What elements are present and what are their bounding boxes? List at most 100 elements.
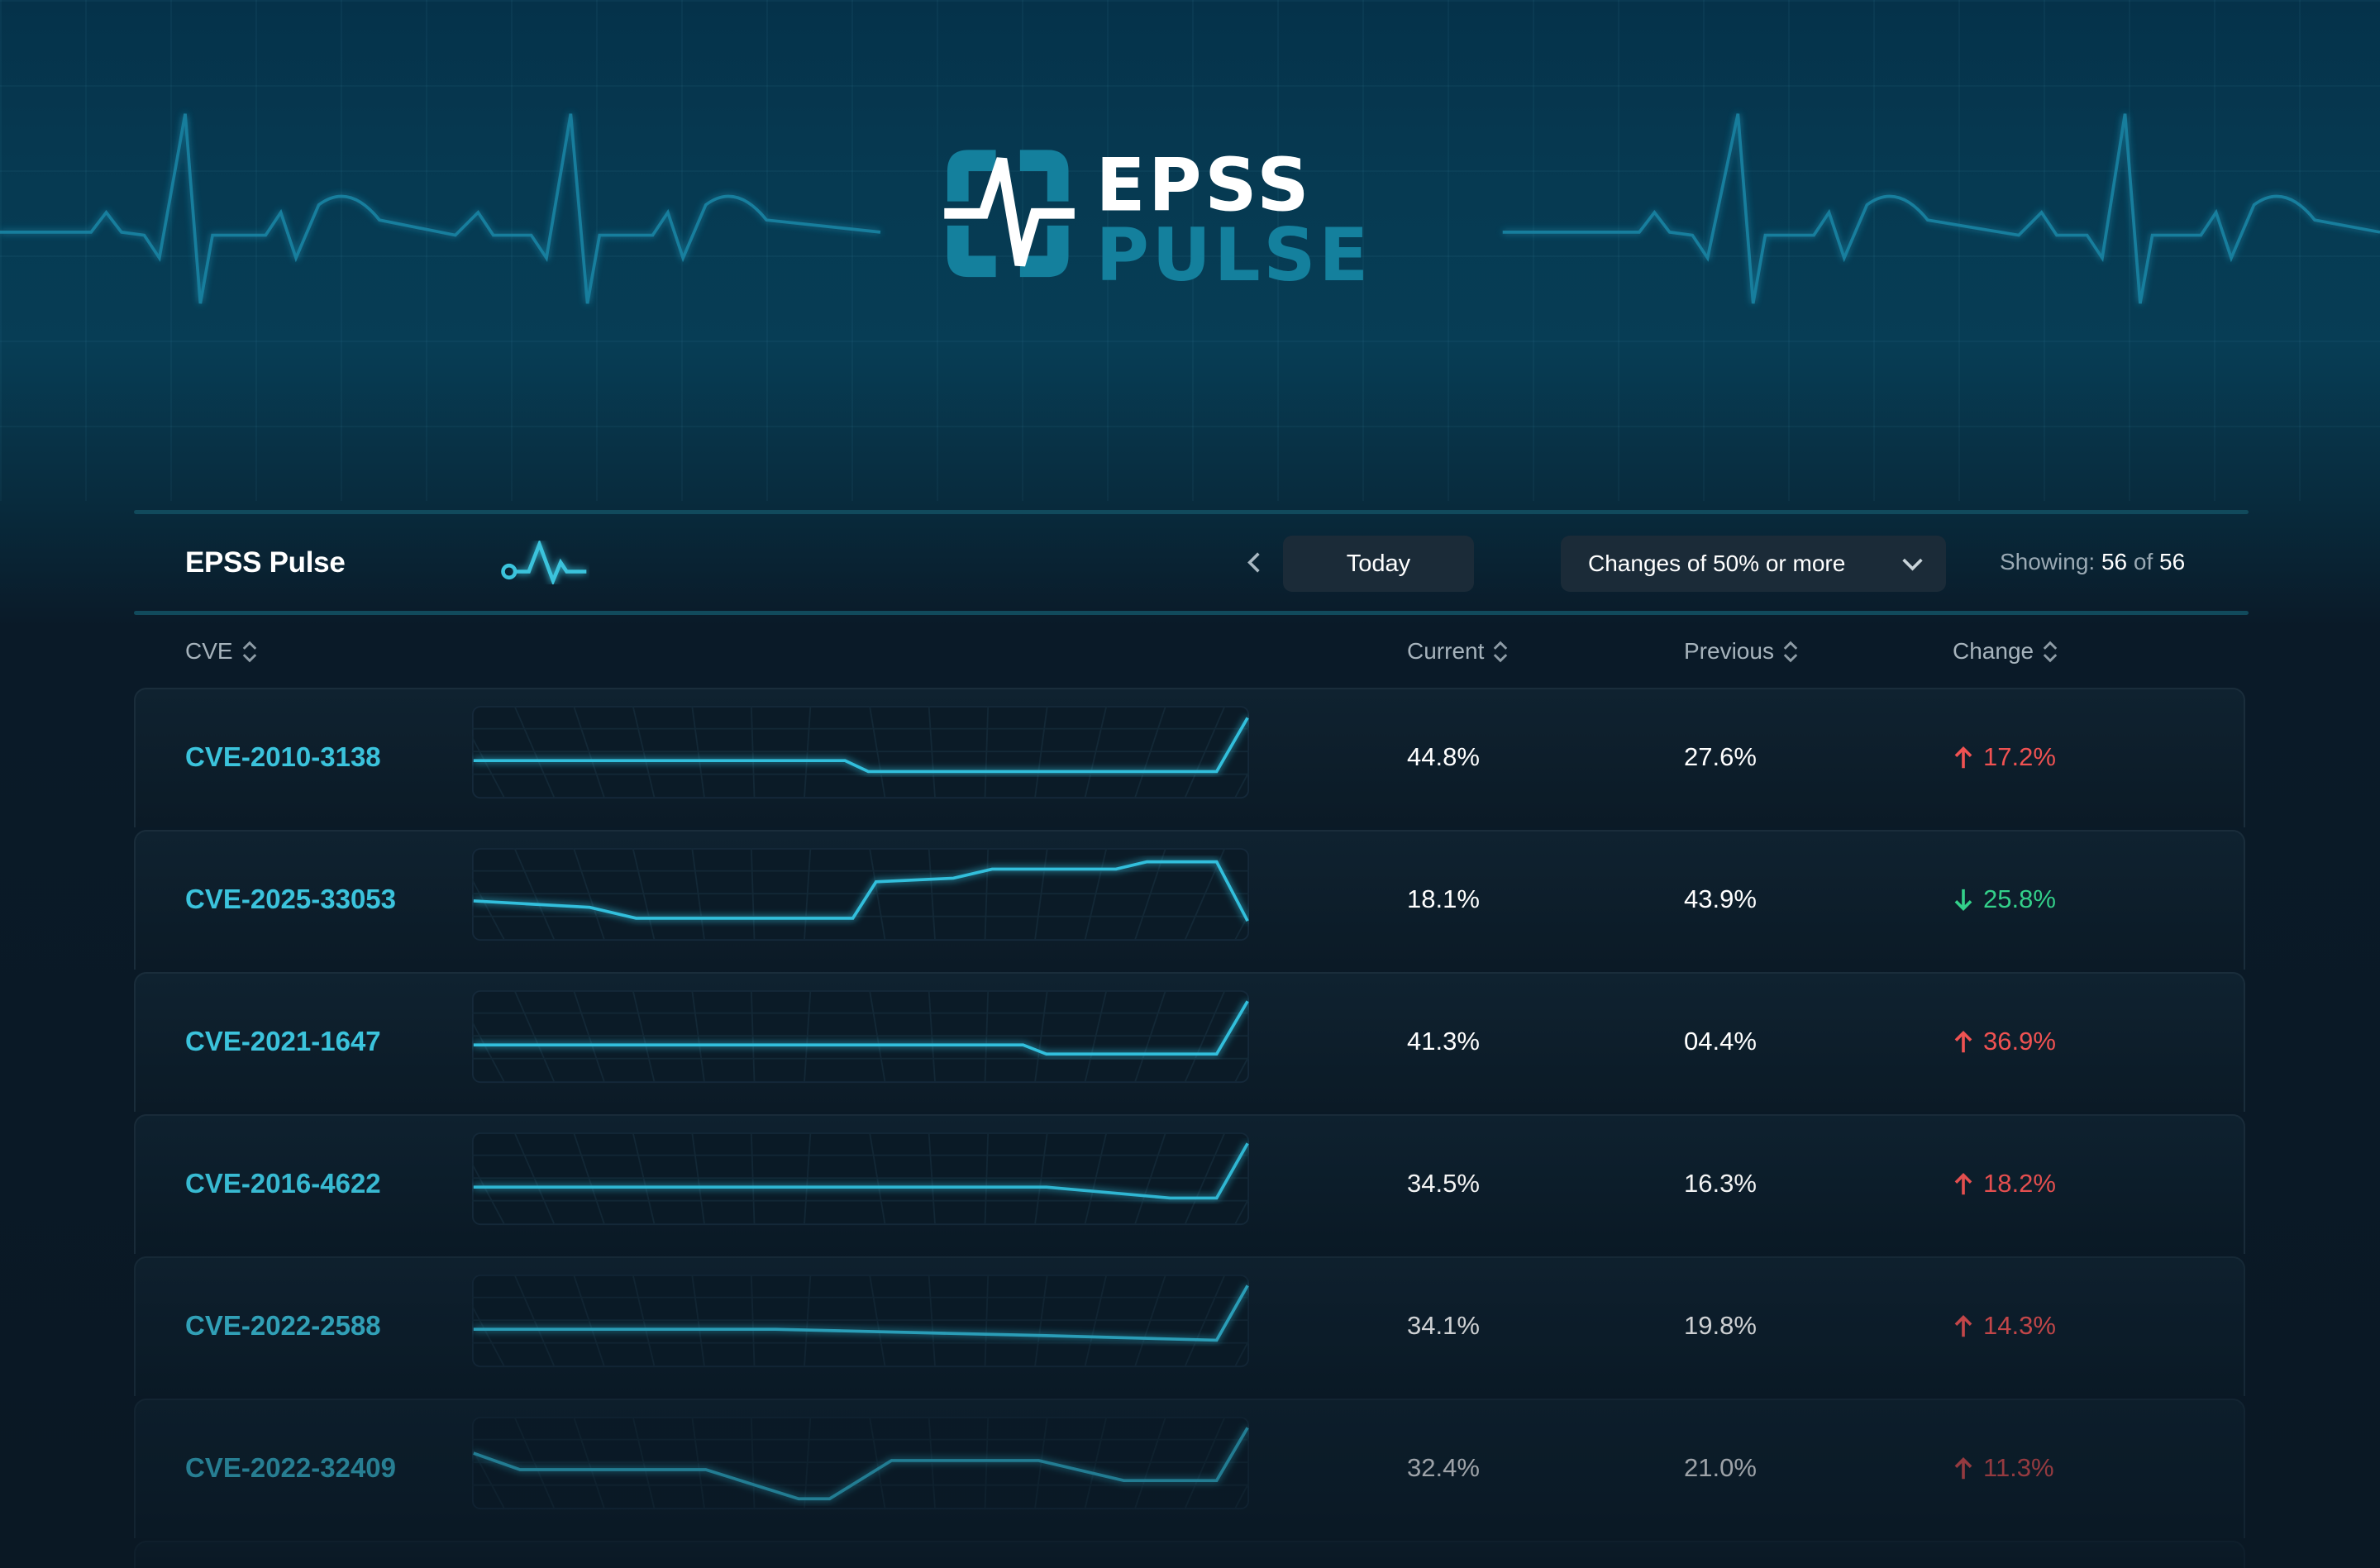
sparkline-gridline: [869, 1132, 886, 1224]
sparkline-gridline: [1084, 706, 1108, 798]
showing-total: 56: [2159, 549, 2186, 574]
sparkline-gridline: [513, 848, 555, 940]
epss-history-sparkline: [472, 990, 1249, 1084]
sparkline-gridline: [804, 1132, 812, 1224]
header-background-grid: [0, 0, 2380, 501]
sparkline-gridline: [1234, 1196, 1249, 1224]
sparkline-gridline: [1134, 1132, 1166, 1224]
toolbar: EPSS Pulse Today Changes of 50% or more …: [134, 514, 2249, 611]
column-label: Change: [1953, 638, 2034, 664]
sparkline-gridline: [804, 990, 812, 1082]
sparkline-gridline: [928, 1417, 936, 1508]
sparkline-gridline: [1134, 706, 1166, 798]
sparkline-gridline: [472, 736, 505, 798]
sparkline-gridline: [472, 1446, 505, 1508]
sparkline-gridline: [750, 1275, 756, 1366]
sparkline-gridline: [1034, 1132, 1048, 1224]
sparkline-gridline: [691, 848, 705, 940]
previous-date-button[interactable]: [1247, 550, 1262, 579]
sparkline-gridline: [632, 848, 656, 940]
table-header: CVE Current Previous Change: [134, 615, 2249, 688]
current-score: 34.1%: [1407, 1311, 1480, 1340]
change-value: 18.2%: [1983, 1169, 2056, 1198]
sparkline-gridline: [1234, 912, 1249, 940]
arrow-up-icon: [1954, 1456, 1972, 1479]
sparkline-gridline: [869, 848, 886, 940]
change-value: 25.8%: [1983, 884, 2056, 913]
chevron-down-icon: [1902, 558, 1923, 571]
sparkline-gridline: [928, 1132, 936, 1224]
table-row[interactable]: CVE-2010-3138 44.8% 27.6% 17.2%: [134, 688, 2245, 827]
sparkline-gridline: [1084, 1132, 1108, 1224]
sparkline-gridline: [984, 706, 990, 798]
sparkline-gridline: [1185, 1275, 1226, 1366]
sparkline-gridline: [513, 706, 555, 798]
cve-link[interactable]: CVE-2021-1647: [185, 1026, 381, 1056]
cve-link[interactable]: CVE-2022-2588: [185, 1310, 381, 1341]
sparkline-gridline: [750, 706, 756, 798]
sparkline-gridline: [1084, 1417, 1108, 1508]
sparkline-gridline: [1234, 1338, 1249, 1366]
epss-history-sparkline: [472, 706, 1249, 799]
sparkline-gridline: [573, 1275, 605, 1366]
column-header-previous[interactable]: Previous: [1684, 638, 1798, 665]
sparkline-gridline: [1034, 1275, 1048, 1366]
score-change: 11.3%: [1953, 1453, 2054, 1483]
sort-icon: [2043, 641, 2058, 662]
date-selector-button[interactable]: Today: [1283, 536, 1474, 592]
cve-link[interactable]: CVE-2010-3138: [185, 741, 381, 772]
sparkline-gridline: [472, 878, 505, 940]
sparkline-gridline: [984, 1275, 990, 1366]
sparkline-gridline: [1234, 770, 1249, 798]
cve-link[interactable]: CVE-2016-4622: [185, 1168, 381, 1199]
epss-pulse-logo: EPSS PULSE: [944, 144, 1368, 288]
epss-history-sparkline: [472, 848, 1249, 941]
score-change: 17.2%: [1953, 742, 2056, 772]
sparkline-gridline: [573, 1132, 605, 1224]
column-header-current[interactable]: Current: [1407, 638, 1508, 665]
sparkline-gridline: [1185, 1132, 1226, 1224]
table-row[interactable]: [134, 1541, 2245, 1568]
previous-score: 19.8%: [1684, 1311, 1757, 1340]
arrow-up-icon: [1954, 1314, 1972, 1337]
change-filter-dropdown[interactable]: Changes of 50% or more: [1561, 536, 1946, 592]
sparkline-gridline: [750, 1417, 756, 1508]
column-label: CVE: [185, 638, 233, 664]
sparkline-gridline: [1034, 848, 1048, 940]
sparkline-series: [473, 1000, 1249, 1056]
table-row[interactable]: CVE-2021-1647 41.3% 04.4% 36.9%: [134, 972, 2245, 1112]
sparkline-gridline: [632, 706, 656, 798]
column-header-cve[interactable]: CVE: [185, 638, 257, 665]
sparkline-gridline: [928, 706, 936, 798]
table-row[interactable]: CVE-2016-4622 34.5% 16.3% 18.2%: [134, 1114, 2245, 1254]
cve-link[interactable]: CVE-2025-33053: [185, 884, 397, 914]
sparkline-series: [473, 1427, 1249, 1501]
sparkline-gridline: [1134, 1275, 1166, 1366]
sparkline-gridline: [1134, 990, 1166, 1082]
epss-history-sparkline: [472, 1275, 1249, 1368]
previous-score: 27.6%: [1684, 742, 1757, 771]
sparkline-gridline: [984, 1132, 990, 1224]
showing-of: of: [2133, 549, 2153, 574]
sparkline-series: [473, 860, 1249, 922]
column-label: Current: [1407, 638, 1485, 664]
sparkline-gridline: [804, 848, 812, 940]
column-header-change[interactable]: Change: [1953, 638, 2058, 665]
sparkline-series: [473, 1284, 1249, 1342]
sparkline-gridline: [750, 848, 756, 940]
showing-label: Showing:: [2000, 549, 2096, 574]
current-score: 44.8%: [1407, 742, 1480, 771]
cve-link[interactable]: CVE-2022-32409: [185, 1452, 397, 1483]
sparkline-gridline: [1234, 1480, 1249, 1508]
table-row[interactable]: CVE-2025-33053 18.1% 43.9% 25.8%: [134, 830, 2245, 970]
sparkline-gridline: [513, 1417, 555, 1508]
sparkline-gridline: [1084, 1275, 1108, 1366]
sparkline-gridline: [928, 1275, 936, 1366]
arrow-up-icon: [1954, 1030, 1972, 1052]
current-score: 18.1%: [1407, 884, 1480, 913]
sparkline-gridline: [513, 990, 555, 1082]
table-row[interactable]: CVE-2022-2588 34.1% 19.8% 14.3%: [134, 1256, 2245, 1396]
score-change: 18.2%: [1953, 1169, 2056, 1199]
sparkline-gridline: [472, 1304, 505, 1366]
table-row[interactable]: CVE-2022-32409 32.4% 21.0% 11.3%: [134, 1399, 2245, 1538]
